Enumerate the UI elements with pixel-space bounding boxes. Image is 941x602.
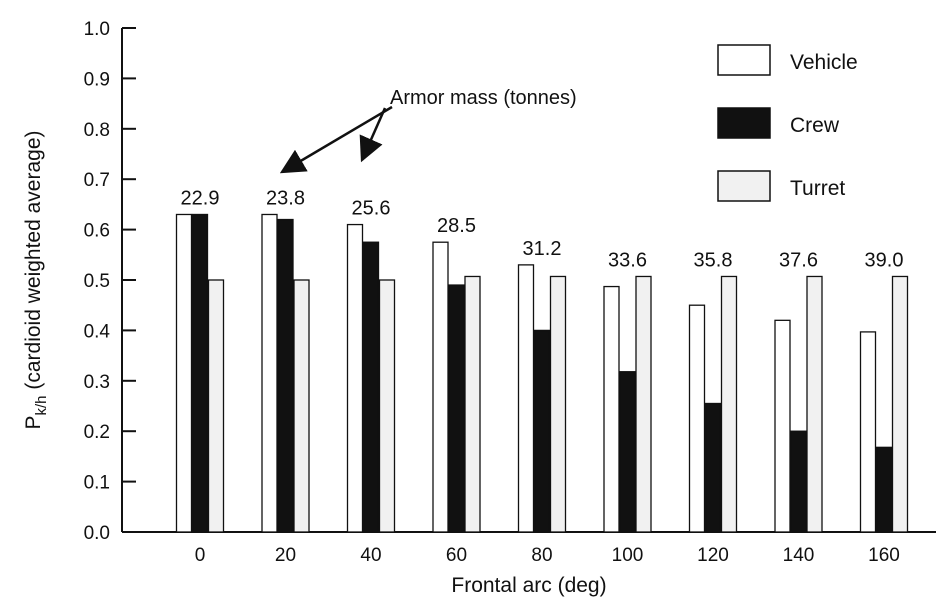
bar-vehicle-100 xyxy=(603,285,620,533)
bar-vehicle-140 xyxy=(774,319,791,533)
x-tick-label: 160 xyxy=(868,545,900,566)
bar-value-label: 39.0 xyxy=(865,249,904,271)
legend-swatch-vehicle xyxy=(717,44,771,76)
y-tick-label: 0.1 xyxy=(84,473,110,494)
bar-value-label: 23.8 xyxy=(266,187,305,209)
bar-turret-140 xyxy=(806,275,823,533)
bar-turret-0 xyxy=(207,279,225,533)
x-tick-label: 80 xyxy=(531,545,552,566)
y-tick-label: 0.7 xyxy=(84,170,110,191)
bar-vehicle-80 xyxy=(517,264,535,533)
bar-turret-40 xyxy=(378,279,396,533)
bar-vehicle-60 xyxy=(432,241,449,533)
y-tick-label: 0.3 xyxy=(84,372,110,393)
bar-value-label: 33.6 xyxy=(608,249,647,271)
bar-turret-80 xyxy=(549,275,567,533)
legend-label-vehicle: Vehicle xyxy=(790,51,858,74)
y-tick-label: 0.9 xyxy=(84,69,110,90)
x-tick-label: 0 xyxy=(195,545,206,566)
bar-value-label: 35.8 xyxy=(694,249,733,271)
bar-turret-160 xyxy=(891,275,909,533)
bar-value-label: 37.6 xyxy=(779,249,818,271)
x-tick-label: 100 xyxy=(612,545,644,566)
bar-crew-20 xyxy=(277,218,294,533)
bar-vehicle-160 xyxy=(859,331,877,533)
y-ticks: 0.0 0.1 0.2 0.3 0.4 0.5 0.6 0.7 0.8 0.9 1.0 xyxy=(84,19,136,544)
y-tick-label: 0.6 xyxy=(84,221,110,242)
bars xyxy=(175,213,909,533)
bar-value-label: 31.2 xyxy=(523,238,562,260)
y-tick-label: 0.2 xyxy=(84,422,110,443)
y-axis-title: Pk/h (cardioid weighted average) xyxy=(22,130,50,429)
bar-crew-40 xyxy=(362,241,380,533)
x-tick-label: 140 xyxy=(783,545,815,566)
y-tick-label: 0.4 xyxy=(84,321,111,342)
legend-swatch-turret xyxy=(717,170,771,202)
bar-value-label: 28.5 xyxy=(437,215,476,237)
x-tick-label: 40 xyxy=(360,545,381,566)
bar-value-label: 22.9 xyxy=(181,187,220,209)
annotation-text: Armor mass (tonnes) xyxy=(390,87,577,109)
bar-crew-120 xyxy=(704,402,722,533)
legend: Vehicle Crew Turret xyxy=(717,44,858,202)
annotation-arrow-left xyxy=(279,105,393,174)
y-tick-label: 1.0 xyxy=(84,19,110,40)
bar-turret-20 xyxy=(293,279,310,533)
annotation: Armor mass (tonnes) xyxy=(279,87,577,174)
bar-labels: 22.923.825.628.531.233.635.837.639.030.1 xyxy=(181,187,904,271)
legend-label-turret: Turret xyxy=(790,177,845,200)
legend-swatch-crew xyxy=(717,107,771,139)
bar-crew-100 xyxy=(619,371,636,533)
x-tick-label: 120 xyxy=(697,545,729,566)
bar-vehicle-20 xyxy=(261,213,278,533)
x-axis-title: Frontal arc (deg) xyxy=(451,574,606,597)
y-tick-label: 0.8 xyxy=(84,120,110,141)
y-tick-label: 0.0 xyxy=(84,523,110,544)
bar-crew-80 xyxy=(533,329,551,533)
y-tick-label: 0.5 xyxy=(84,271,110,292)
legend-label-crew: Crew xyxy=(790,114,840,137)
y-axis-title-main: P xyxy=(22,415,45,429)
bar-crew-140 xyxy=(790,430,807,533)
y-axis-title-rest: (cardioid weighted average) xyxy=(22,130,45,395)
bar-vehicle-120 xyxy=(688,304,706,533)
bar-vehicle-40 xyxy=(346,223,364,533)
bar-vehicle-0 xyxy=(175,213,193,533)
bar-crew-60 xyxy=(448,284,465,533)
bar-turret-120 xyxy=(720,275,738,533)
bar-turret-100 xyxy=(635,275,652,533)
bar-crew-0 xyxy=(191,213,209,533)
bar-turret-60 xyxy=(464,275,481,533)
y-axis-title-sub: k/h xyxy=(33,395,50,415)
bar-value-label: 25.6 xyxy=(352,198,391,220)
annotation-arrow-right xyxy=(359,107,387,163)
bar-crew-160 xyxy=(875,446,893,533)
x-tick-label: 20 xyxy=(275,545,296,566)
x-tick-label: 60 xyxy=(446,545,467,566)
